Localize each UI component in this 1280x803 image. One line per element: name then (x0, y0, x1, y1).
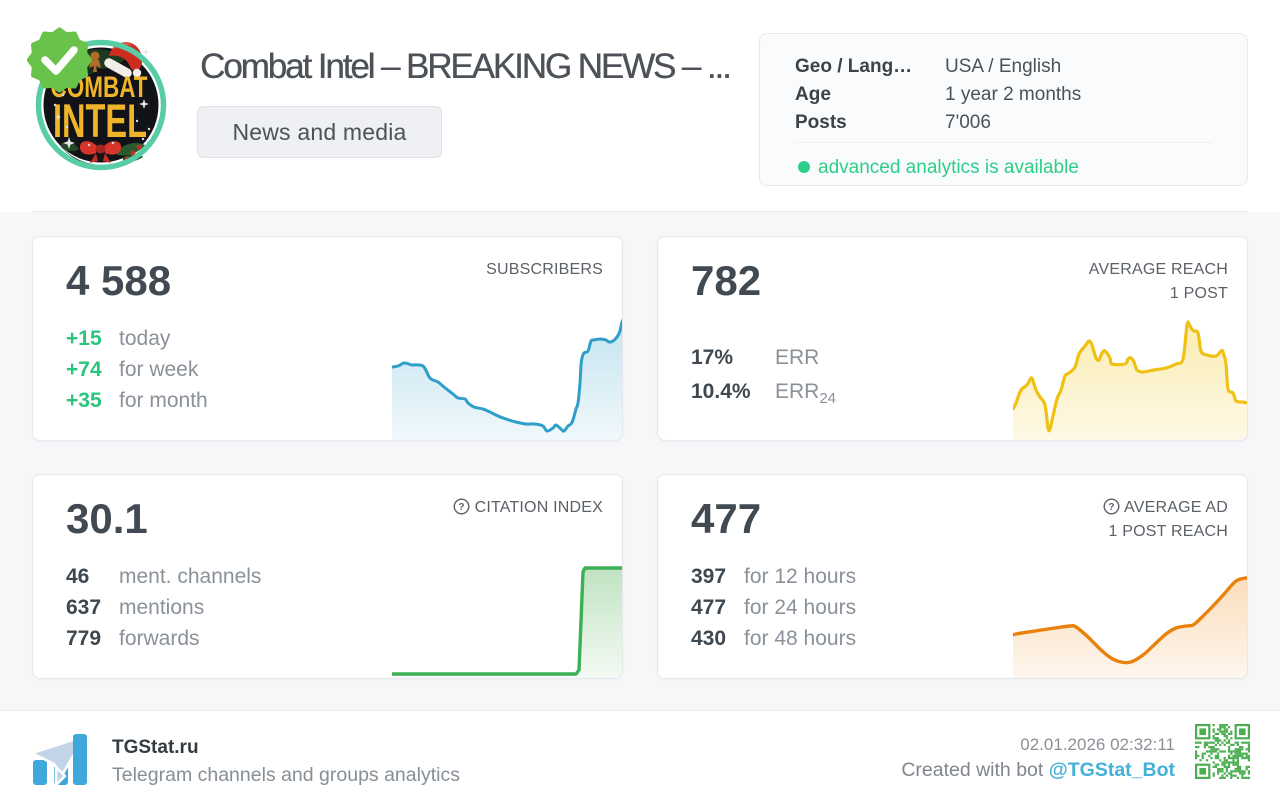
svg-text:?: ? (458, 502, 464, 513)
svg-text:INTEL: INTEL (53, 94, 147, 147)
svg-text:?: ? (1109, 502, 1115, 513)
